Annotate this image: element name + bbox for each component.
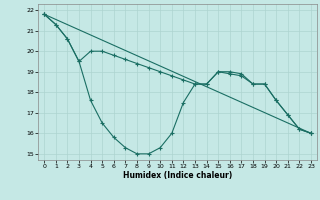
X-axis label: Humidex (Indice chaleur): Humidex (Indice chaleur) xyxy=(123,171,232,180)
